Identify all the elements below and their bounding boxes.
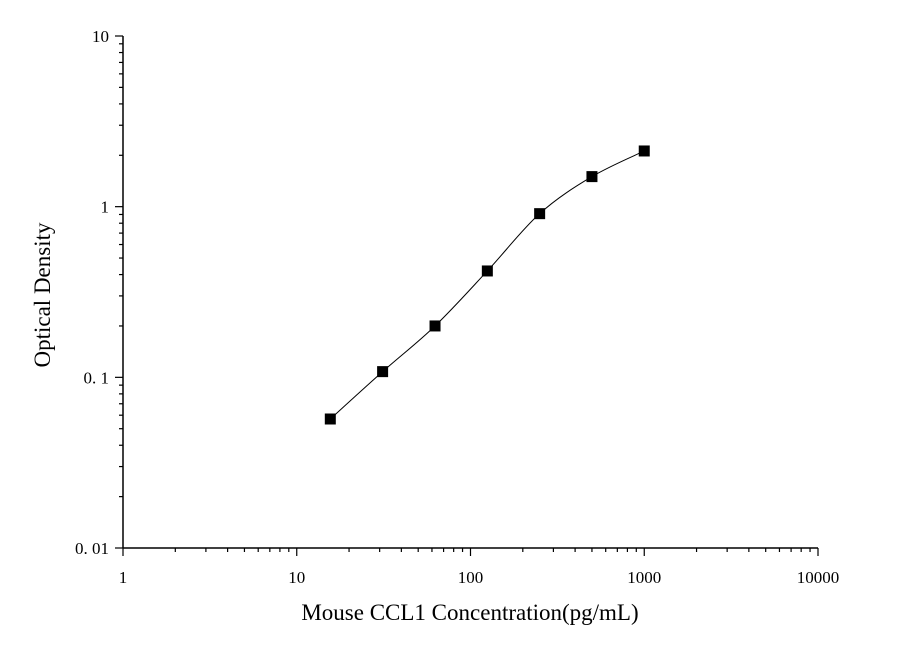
data-point xyxy=(429,320,441,332)
y-tick-label: 0. 01 xyxy=(75,539,109,558)
x-axis-title: Mouse CCL1 Concentration(pg/mL) xyxy=(301,600,638,625)
data-point xyxy=(481,265,493,277)
y-axis-title: Optical Density xyxy=(30,222,55,367)
y-tick-label: 1 xyxy=(101,198,110,217)
tick-labels: 1 10 100 1000 10000 0. 01 0. 1 1 10 xyxy=(75,27,839,587)
x-tick-label: 10000 xyxy=(797,568,840,587)
data-point xyxy=(324,413,336,425)
x-tick-label: 1 xyxy=(119,568,128,587)
data-point xyxy=(586,171,598,183)
data-points xyxy=(324,145,650,425)
x-tick-label: 100 xyxy=(458,568,484,587)
data-point xyxy=(534,208,546,220)
y-tick-label: 10 xyxy=(92,27,109,46)
y-tick-label: 0. 1 xyxy=(84,368,110,387)
data-point xyxy=(377,366,389,378)
x-tick-label: 1000 xyxy=(627,568,661,587)
ticks xyxy=(115,35,819,556)
data-point xyxy=(638,145,650,157)
x-tick-label: 10 xyxy=(288,568,305,587)
axes xyxy=(122,36,818,549)
fitted-curve xyxy=(329,150,645,420)
